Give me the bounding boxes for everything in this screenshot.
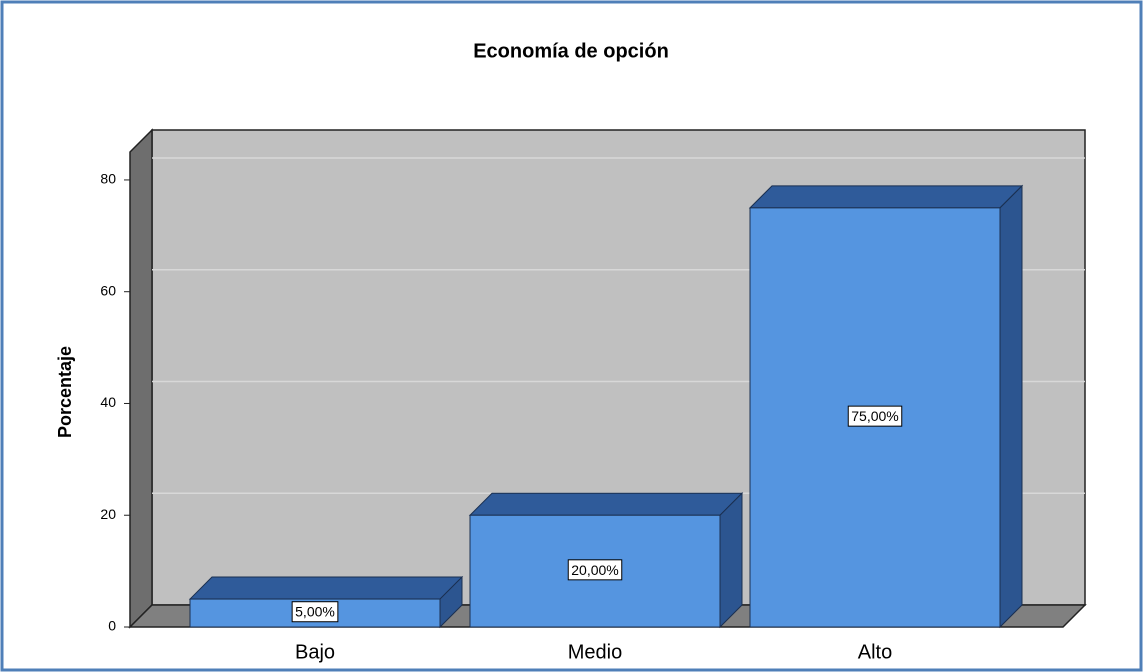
bar-top <box>748 185 1024 209</box>
value-label: 5,00% <box>295 604 335 620</box>
x-tick-label: Bajo <box>295 641 335 663</box>
y-tick-label: 20 <box>100 506 116 522</box>
bar-top <box>188 576 464 600</box>
y-tick-label: 40 <box>100 394 116 410</box>
x-tick-label: Medio <box>568 641 622 663</box>
chart-title: Economía de opción <box>473 40 669 62</box>
value-label: 20,00% <box>571 562 618 578</box>
value-label-box <box>567 559 623 581</box>
value-label: 75,00% <box>851 408 898 424</box>
value-label-box <box>847 405 903 427</box>
y-axis-label: Porcentaje <box>55 346 75 438</box>
y-tick-label: 80 <box>100 171 116 187</box>
left-wall <box>129 128 153 629</box>
bar-top <box>468 492 744 516</box>
y-tick-label: 60 <box>100 282 116 298</box>
y-tick-label: 0 <box>108 618 116 634</box>
x-tick-label: Alto <box>858 641 892 663</box>
value-label-box <box>291 601 339 623</box>
bar-side <box>999 184 1023 629</box>
bar-side <box>719 492 743 629</box>
